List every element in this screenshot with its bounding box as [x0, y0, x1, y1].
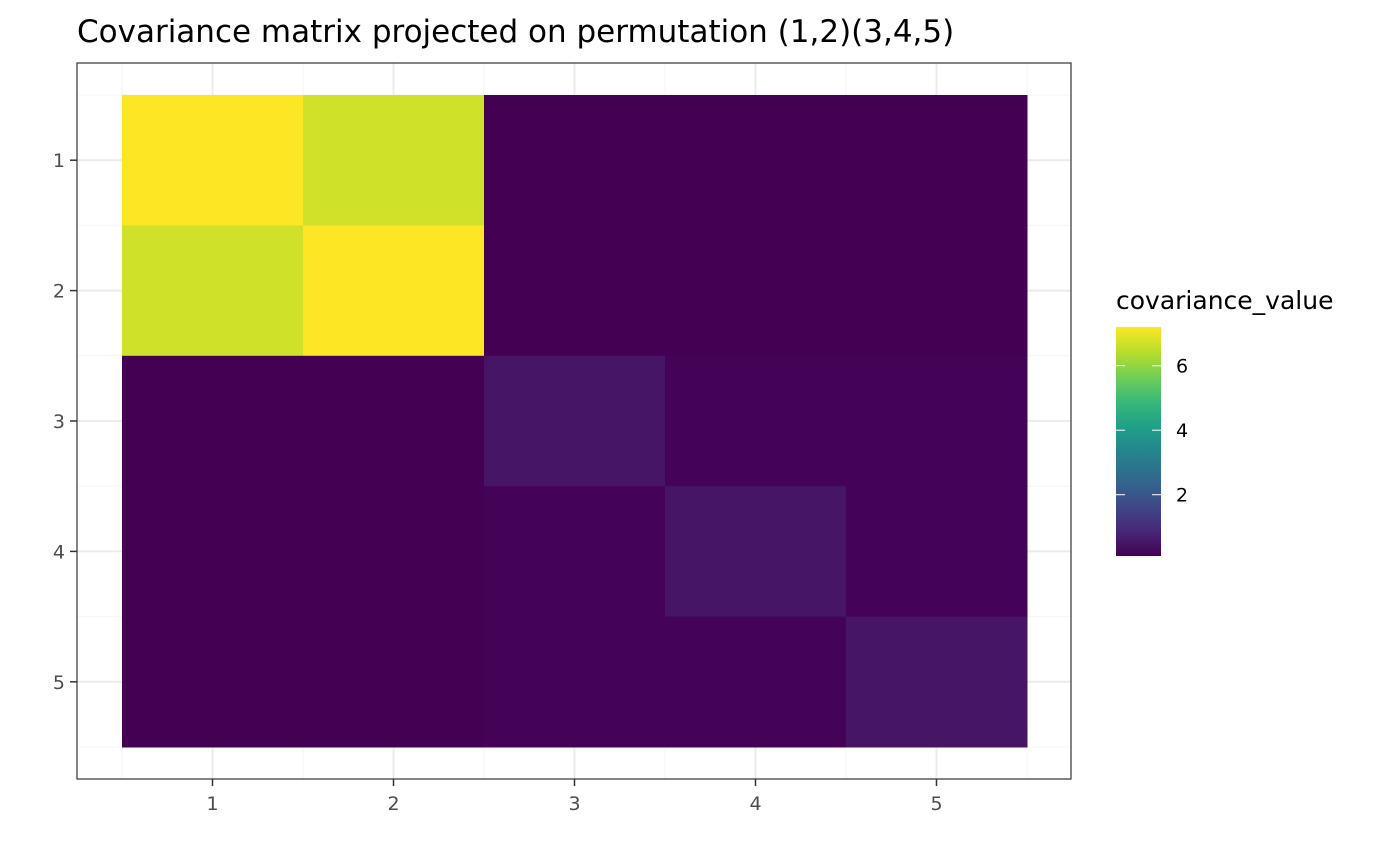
heatmap-cell-r2-c2 — [303, 225, 485, 357]
legend-title: covariance_value — [1116, 286, 1333, 315]
legend: covariance_value 2 4 6 — [1116, 286, 1333, 556]
heatmap-cell-r3-c4 — [665, 355, 847, 487]
heatmap-cell-r3-c5 — [846, 355, 1028, 487]
heatmap-cell-r5-c5 — [846, 616, 1028, 748]
legend-tick-label: 4 — [1176, 420, 1188, 442]
heatmap-cell-r5-c2 — [303, 616, 485, 748]
x-tick-label: 3 — [568, 793, 580, 815]
heatmap-cell-r2-c1 — [122, 225, 304, 357]
heatmap-cell-r4-c2 — [303, 486, 485, 618]
legend-colorbar — [1116, 327, 1161, 556]
heatmap-cell-r1-c1 — [122, 95, 304, 226]
heatmap-cells — [122, 95, 1028, 748]
y-tick-label: 1 — [53, 150, 65, 172]
y-tick-label: 2 — [53, 281, 65, 303]
chart-title: Covariance matrix projected on permutati… — [77, 14, 954, 50]
heatmap-cell-r2-c3 — [484, 225, 666, 357]
x-tick-label: 1 — [206, 793, 218, 815]
heatmap-cell-r1-c2 — [303, 95, 485, 226]
heatmap-cell-r4-c5 — [846, 486, 1028, 618]
legend-tick-label: 6 — [1176, 356, 1188, 378]
x-tick-label: 2 — [387, 793, 399, 815]
heatmap-cell-r4-c1 — [122, 486, 304, 618]
heatmap-cell-r4-c3 — [484, 486, 666, 618]
heatmap-cell-r3-c1 — [122, 355, 304, 487]
heatmap-cell-r4-c4 — [665, 486, 847, 618]
x-axis: 1 2 3 4 5 — [206, 779, 943, 815]
heatmap-cell-r1-c3 — [484, 95, 666, 226]
heatmap-cell-r2-c5 — [846, 225, 1028, 357]
heatmap-cell-r5-c3 — [484, 616, 666, 748]
legend-tick-label: 2 — [1176, 485, 1188, 507]
heatmap-cell-r3-c2 — [303, 355, 485, 487]
heatmap-cell-r2-c4 — [665, 225, 847, 357]
heatmap-cell-r1-c5 — [846, 95, 1028, 226]
y-axis: 1 2 3 4 5 — [53, 150, 77, 694]
y-tick-label: 3 — [53, 411, 65, 433]
heatmap-cell-r3-c3 — [484, 355, 666, 487]
heatmap-cell-r1-c4 — [665, 95, 847, 226]
x-tick-label: 5 — [930, 793, 942, 815]
y-tick-label: 4 — [53, 541, 65, 563]
y-tick-label: 5 — [53, 672, 65, 694]
x-tick-label: 4 — [749, 793, 761, 815]
heatmap-cell-r5-c1 — [122, 616, 304, 748]
heatmap-cell-r5-c4 — [665, 616, 847, 748]
